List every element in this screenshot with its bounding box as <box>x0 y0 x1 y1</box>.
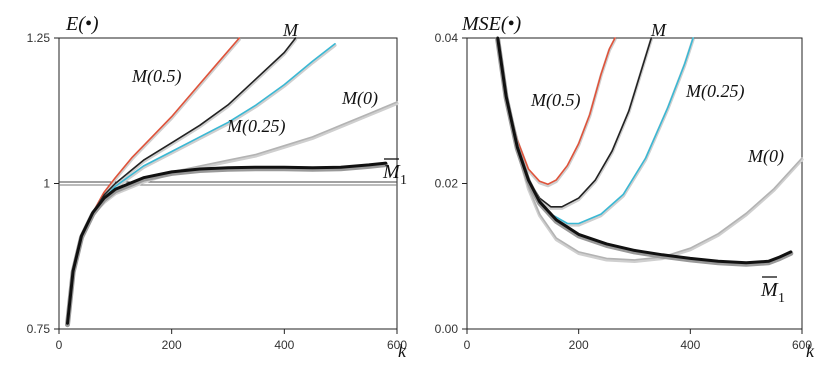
right-y-tick-label: 0.02 <box>435 177 459 191</box>
left-xlabel: k <box>398 341 407 361</box>
left-x-tick-label: 400 <box>274 338 294 352</box>
right-panel-mse: 0 200 400 600 0.00 0.02 0.04 MSE(•) k M(0.5) M… <box>435 13 815 361</box>
right-label-mbar1: M 1 <box>760 276 785 306</box>
right-axis-ticks: 0 200 400 600 0.00 0.02 0.04 <box>435 31 813 352</box>
right-label-m025: M(0.25) <box>685 81 744 102</box>
series-line <box>66 161 388 325</box>
right-label-m0: M(0) <box>747 146 784 167</box>
series-line <box>496 36 793 265</box>
right-x-tick-label: 400 <box>680 338 700 352</box>
left-y-tick-label: 1.25 <box>27 31 51 45</box>
left-series-group <box>65 37 399 328</box>
right-ylabel: MSE(•) <box>461 13 522 35</box>
right-mbar-main: M <box>760 279 779 301</box>
left-y-tick-label: 0.75 <box>27 322 51 336</box>
left-axis-ticks: 0 200 400 600 0.75 1 1.25 <box>27 31 408 352</box>
right-plot-area <box>466 37 803 330</box>
left-label-m0: M(0) <box>341 88 378 109</box>
left-x-tick-label: 0 <box>56 338 63 352</box>
left-x-tick-label: 600 <box>387 338 407 352</box>
left-ylabel: E(•) <box>65 13 99 35</box>
left-x-tick-label: 200 <box>162 338 182 352</box>
left-y-tick-label: 1 <box>43 177 50 191</box>
right-label-m05: M(0.5) <box>530 90 580 111</box>
left-panel-e: 0 200 400 600 0.75 1 1.25 E(•) k M(0.5) M M(0.… <box>27 13 408 361</box>
right-x-tick-label: 600 <box>792 338 812 352</box>
right-label-m: M <box>650 20 667 40</box>
right-x-tick-label: 200 <box>569 338 589 352</box>
left-label-m: M <box>282 20 299 40</box>
right-y-tick-label: 0.00 <box>435 322 459 336</box>
left-label-m025: M(0.25) <box>226 116 285 137</box>
right-x-tick-label: 0 <box>464 338 471 352</box>
left-label-mbar1: M 1 <box>382 158 407 188</box>
right-y-tick-label: 0.04 <box>435 31 459 45</box>
left-plot-area <box>58 37 398 330</box>
left-mbar-main: M <box>382 161 401 183</box>
left-label-m05: M(0.5) <box>131 66 181 87</box>
right-xlabel: k <box>806 341 815 361</box>
left-mbar-sub: 1 <box>400 173 407 188</box>
right-series-group <box>495 36 804 267</box>
right-mbar-sub: 1 <box>778 291 785 306</box>
